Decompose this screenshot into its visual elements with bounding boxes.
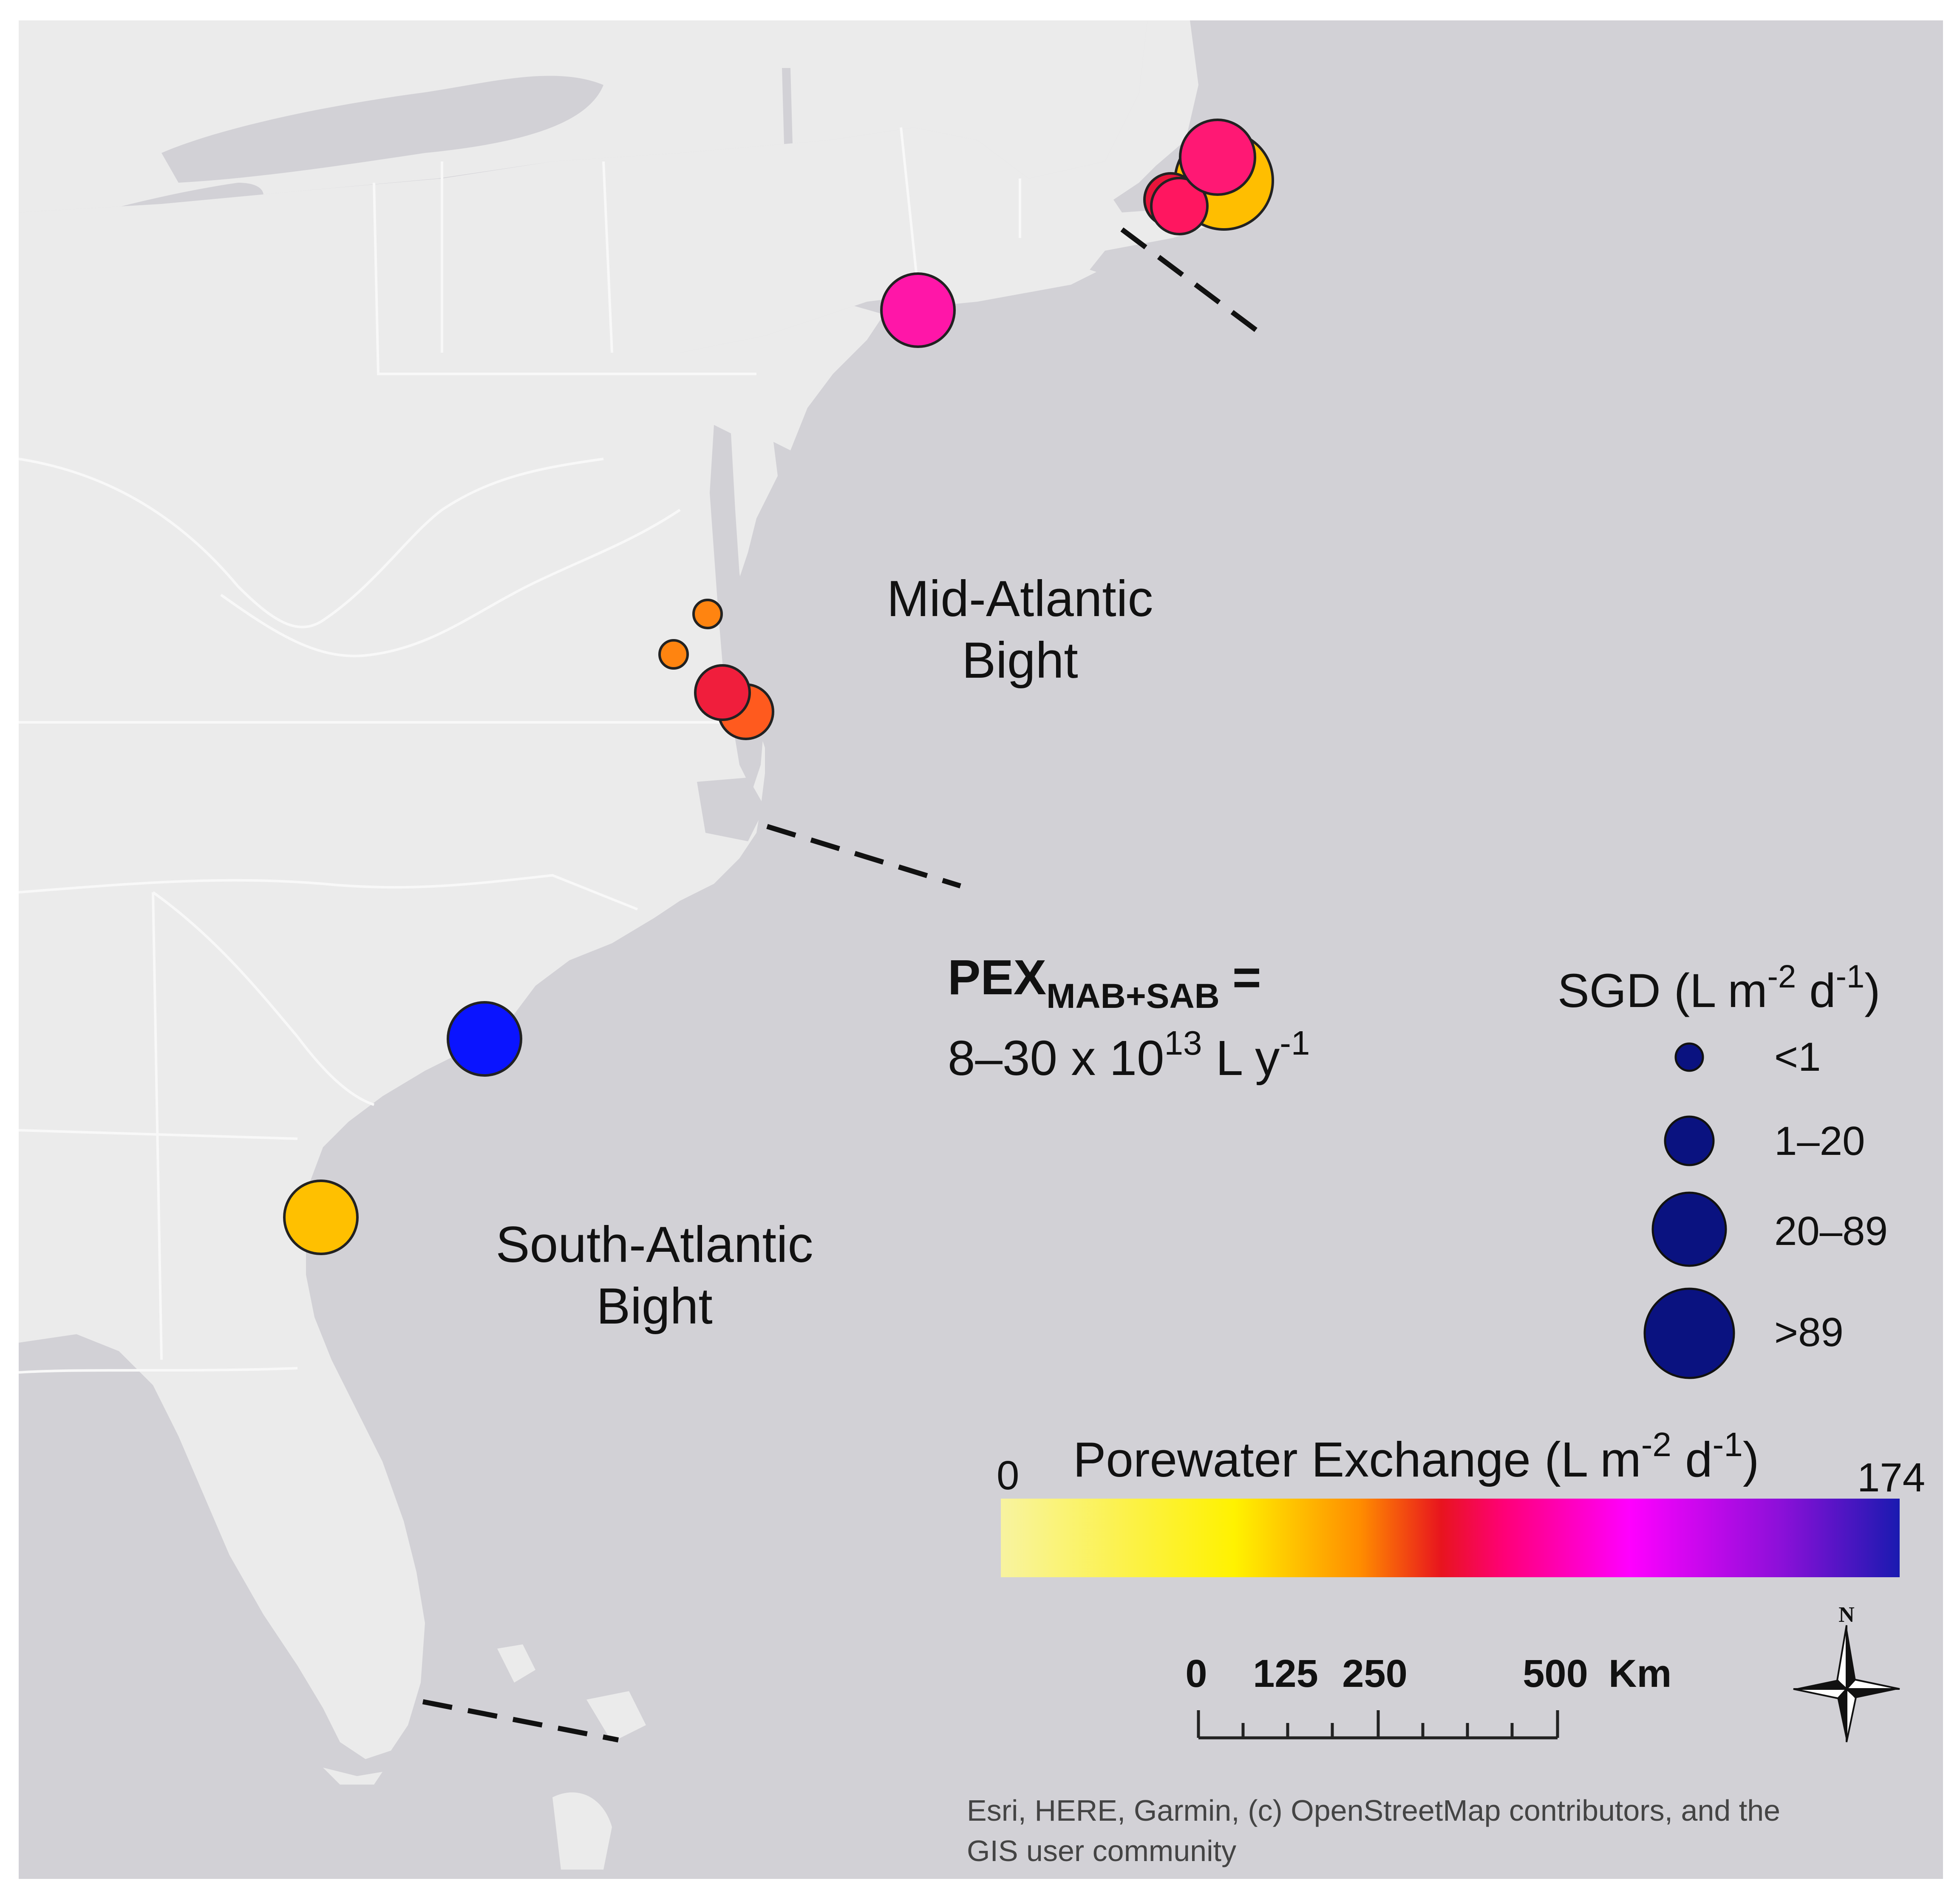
boundary-south [422,1699,619,1743]
site-maine-2 [1179,119,1256,196]
site-chesapeake-2 [658,639,689,670]
boundary-north [1120,227,1268,340]
north-arrow-icon: N [1793,1603,1900,1743]
pex-legend-title: Porewater Exchange (L m-2 d-1) [1073,1426,1759,1487]
scale-label-500: 500 [1523,1652,1588,1695]
sgd-symbol-lt1 [1674,1042,1704,1072]
sgd-title-exp1: -2 [1767,959,1796,995]
sgd-symbol-1-20 [1664,1115,1715,1166]
scale-label-125: 125 [1253,1652,1318,1695]
pex-value-unit: L y [1202,1030,1280,1086]
sgd-legend: SGD (L m-2 d-1) <1 1–20 20–89 >89 [1558,959,1888,1379]
sab-label-line2: Bight [596,1278,713,1335]
sgd-class-lt1: <1 [1774,1034,1821,1080]
pex-base: PEX [948,950,1046,1005]
pex-total-title: PEXMAB+SAB = [948,950,1261,1016]
sgd-title-exp2: -1 [1836,959,1865,995]
pex-legend-title-suffix: ) [1743,1432,1759,1487]
delaware-bay [773,442,799,501]
pex-legend-max: 174 [1857,1455,1925,1500]
pex-legend-title-mid: d [1671,1432,1713,1487]
land-cuba [552,1792,612,1870]
site-markers [283,119,1274,1255]
sgd-legend-title: SGD (L m-2 d-1) [1558,959,1881,1017]
land-east-coast [19,178,884,1759]
sgd-symbol-gt89 [1643,1287,1735,1379]
land-florida-keys [323,1768,382,1785]
pex-subscript: MAB+SAB [1046,977,1220,1016]
lake-ontario [161,76,603,183]
site-maine-4 [1150,177,1209,235]
sgd-title-mid: d [1796,964,1835,1017]
land-bahamas-1 [497,1644,535,1683]
mab-label-line2: Bight [962,632,1078,689]
boundary-mab-sab [766,824,961,888]
pex-legend-title-prefix: Porewater Exchange (L m [1073,1432,1641,1487]
mab-label-line1: Mid-Atlantic [887,570,1153,627]
land-bahamas-2 [586,1691,646,1742]
site-georgia [283,1180,359,1255]
pex-value-unit-exp: -1 [1280,1024,1310,1062]
scale-unit: Km [1609,1652,1671,1695]
land-new-england [442,20,1232,353]
scale-label-0: 0 [1185,1652,1207,1695]
pex-color-bar [1001,1499,1900,1577]
pex-legend-min: 0 [997,1453,1019,1498]
sab-label-line1: South-Atlantic [496,1216,813,1273]
scale-label-250: 250 [1342,1652,1408,1695]
attribution-line2: GIS user community [967,1834,1236,1867]
state-borders [18,127,1021,1374]
pex-total-value: 8–30 x 1013 L y-1 [948,1024,1310,1086]
site-chesapeake-1 [692,599,723,629]
site-south-carolina [447,1001,522,1077]
scale-bar: 0 125 250 500 Km [1185,1652,1671,1740]
sgd-class-gt89: >89 [1774,1310,1844,1355]
sgd-class-20-89: 20–89 [1774,1208,1888,1254]
pex-equals: = [1232,950,1261,1005]
pamlico-sound [697,778,765,841]
sgd-title-suffix: ) [1864,964,1880,1017]
pex-value-exp: 13 [1164,1024,1202,1062]
pex-legend-title-exp2: -1 [1713,1426,1743,1463]
north-arrow-label: N [1838,1603,1855,1627]
site-new-jersey [880,272,956,348]
attribution-line1: Esri, HERE, Garmin, (c) OpenStreetMap co… [967,1794,1780,1827]
sgd-title-prefix: SGD (L m [1558,964,1767,1017]
sgd-symbol-20-89 [1651,1191,1727,1267]
scale-bar-line [1197,1710,1559,1740]
pex-legend: Porewater Exchange (L m-2 d-1) 0 174 [997,1426,1925,1577]
pex-legend-title-exp1: -2 [1641,1426,1671,1463]
pex-value-prefix: 8–30 x 10 [948,1030,1164,1086]
sgd-class-1-20: 1–20 [1774,1118,1865,1164]
site-virginia-2 [694,664,751,721]
region-boundaries [422,227,1268,1743]
